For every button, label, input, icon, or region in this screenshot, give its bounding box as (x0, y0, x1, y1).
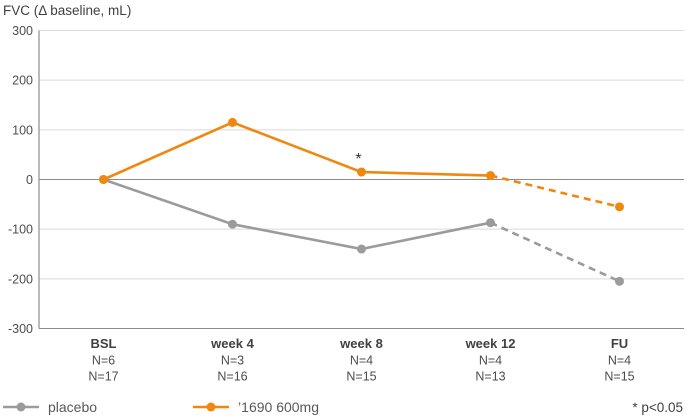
chart-title: FVC (Δ baseline, mL) (3, 3, 132, 18)
significance-asterisk: * (355, 151, 361, 168)
legend-item-treatment: ’1690 600mg (192, 399, 319, 415)
series-line-treatment (102, 120, 491, 181)
y-tick-label: 300 (12, 24, 33, 38)
significance-footnote: * p<0.05 (632, 399, 683, 415)
x-axis-n-label: N=6 (92, 354, 115, 368)
line-chart: 300 200 100 0 -100 -200 -300 * BSL N=6 N=17 week 4 N… (8, 24, 684, 384)
x-axis-n-label: N=4 (608, 354, 631, 368)
y-tick-label: -300 (8, 322, 33, 336)
treatment-line-marker-icon (193, 402, 230, 412)
data-point-treatment (99, 175, 108, 184)
x-axis-label: week 8 (339, 336, 383, 351)
x-axis-n-label: N=4 (479, 354, 502, 368)
x-axis-n-label: N=15 (604, 370, 634, 384)
x-axis-n-label: N=4 (350, 354, 373, 368)
y-tick-label: -100 (8, 223, 33, 237)
legend: placebo ’1690 600mg * p<0.05 (0, 395, 688, 419)
y-tick-label: 0 (26, 173, 33, 187)
series-dashed-line-placebo (489, 221, 621, 283)
x-axis-n-label: N=16 (217, 370, 247, 384)
y-tick-label: -200 (8, 272, 33, 286)
data-point-placebo (357, 244, 366, 254)
y-tick-label: 100 (12, 123, 33, 137)
data-point-treatment (228, 117, 237, 127)
series-line-placebo (103, 178, 491, 251)
x-axis-label: week 12 (465, 336, 516, 351)
data-point-treatment (615, 202, 624, 212)
data-point-treatment (486, 171, 495, 181)
x-axis-label: BSL (91, 336, 117, 351)
x-axis-n-label: N=13 (475, 370, 505, 384)
x-axis-n-label: N=15 (346, 370, 376, 384)
legend-label-placebo: placebo (48, 399, 98, 415)
x-axis-label: FU (611, 336, 628, 351)
data-point-placebo (228, 219, 237, 229)
series-dashed-line-treatment (490, 174, 620, 209)
legend-label-treatment: ’1690 600mg (238, 399, 319, 415)
x-axis-n-label: N=3 (221, 354, 244, 368)
x-axis-n-label: N=17 (88, 370, 118, 384)
placebo-line-marker-icon (3, 402, 39, 412)
y-tick-label: 200 (12, 74, 33, 88)
x-axis-label: week 4 (210, 336, 254, 351)
data-point-placebo (486, 218, 495, 228)
legend-item-placebo: placebo (2, 399, 97, 415)
data-point-placebo (615, 276, 624, 286)
data-point-treatment (357, 167, 366, 177)
